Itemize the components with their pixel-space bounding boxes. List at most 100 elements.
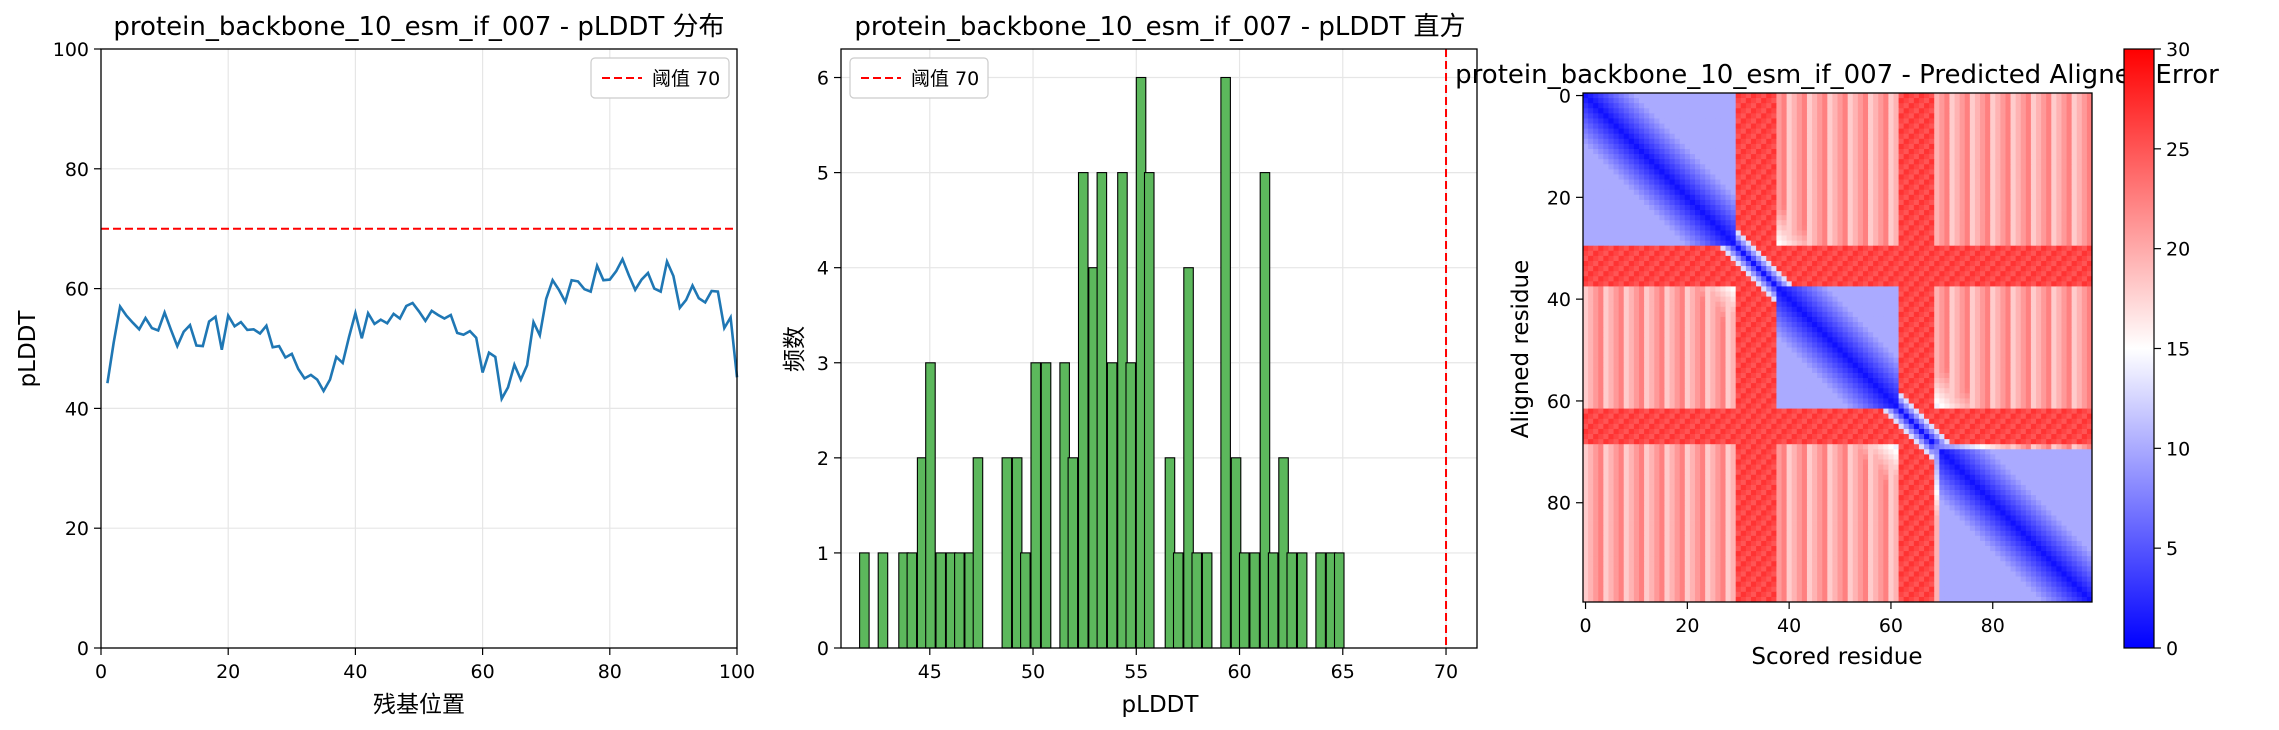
pae-heatmap-cell bbox=[2015, 98, 2022, 104]
pae-heatmap-cell bbox=[1974, 210, 1981, 216]
pae-heatmap-cell bbox=[2030, 322, 2037, 328]
pae-heatmap-cell bbox=[2071, 98, 2078, 104]
pae-heatmap-cell bbox=[1837, 194, 1843, 201]
pae-heatmap-cell bbox=[1689, 311, 1696, 318]
pae-heatmap-cell bbox=[1888, 316, 1894, 323]
pae-heatmap-cell bbox=[2036, 250, 2042, 257]
pae-heatmap-cell bbox=[1689, 301, 1696, 308]
pae-heatmap-cell bbox=[1842, 327, 1849, 333]
pae-heatmap-cell bbox=[1745, 311, 1752, 318]
pae-heatmap-cell bbox=[1842, 98, 1849, 104]
pae-heatmap-cell bbox=[2066, 189, 2073, 196]
pae-heatmap-cell bbox=[1852, 194, 1859, 201]
pae-heatmap-cell bbox=[1918, 93, 1925, 99]
pae-heatmap-cell bbox=[1654, 220, 1660, 226]
pae-heatmap-cell bbox=[1715, 133, 1721, 140]
pae-heatmap-cell bbox=[1842, 128, 1849, 135]
pae-heatmap-cell bbox=[1903, 225, 1910, 231]
pae-heatmap-cell bbox=[1964, 154, 1971, 160]
pae-heatmap-cell bbox=[1944, 179, 1950, 186]
pae-heatmap-cell bbox=[1720, 327, 1726, 333]
pae-heatmap-cell bbox=[1857, 108, 1864, 114]
pae-heatmap-cell bbox=[1638, 260, 1645, 267]
line-chart-x-tick-label: 0 bbox=[95, 661, 107, 683]
pae-heatmap-cell bbox=[1842, 276, 1849, 282]
pae-heatmap-cell bbox=[1735, 332, 1742, 338]
pae-heatmap-cell bbox=[1929, 103, 1935, 109]
pae-heatmap-cell bbox=[1593, 316, 1599, 323]
pae-heatmap-cell bbox=[1888, 286, 1894, 292]
pae-heatmap-cell bbox=[1878, 230, 1884, 236]
pae-heatmap-cell bbox=[1883, 255, 1889, 262]
pae-heatmap-cell bbox=[1791, 220, 1798, 226]
pae-heatmap-cell bbox=[1842, 225, 1849, 231]
pae-heatmap-cell bbox=[1659, 159, 1665, 165]
pae-heatmap-cell bbox=[2046, 113, 2052, 119]
pae-heatmap-cell bbox=[1862, 103, 1869, 109]
pae-heatmap-cell bbox=[1903, 220, 1910, 226]
pae-heatmap-cell bbox=[1659, 255, 1665, 262]
pae-heatmap-cell bbox=[1776, 286, 1782, 292]
pae-heatmap-cell bbox=[1756, 118, 1762, 124]
pae-heatmap-cell bbox=[1898, 128, 1905, 135]
pae-heatmap-cell bbox=[1756, 240, 1762, 247]
pae-heatmap-cell bbox=[1593, 113, 1599, 119]
pae-heatmap-cell bbox=[1944, 133, 1950, 140]
pae-heatmap-cell bbox=[2046, 210, 2052, 216]
pae-heatmap-cell bbox=[1750, 296, 1757, 303]
pae-heatmap-cell bbox=[1694, 281, 1701, 287]
pae-heatmap-cell bbox=[1832, 210, 1838, 216]
pae-heatmap-cell bbox=[1750, 332, 1757, 338]
pae-heatmap-cell bbox=[2015, 296, 2022, 303]
pae-heatmap-cell bbox=[2046, 189, 2052, 196]
pae-heatmap-cell bbox=[2005, 332, 2011, 338]
pae-heatmap-cell bbox=[1852, 179, 1859, 186]
pae-heatmap-cell bbox=[1710, 189, 1716, 196]
pae-heatmap-cell bbox=[1980, 332, 1986, 338]
pae-heatmap-cell bbox=[2030, 281, 2037, 287]
pae-heatmap-cell bbox=[1649, 245, 1655, 252]
pae-heatmap-cell bbox=[1649, 301, 1655, 308]
pae-heatmap-cell bbox=[1664, 296, 1670, 303]
pae-heatmap-cell bbox=[1786, 266, 1793, 272]
pae-heatmap-cell bbox=[1603, 93, 1609, 99]
pae-heatmap-cell bbox=[2061, 210, 2067, 216]
pae-heatmap-cell bbox=[2086, 327, 2093, 333]
pae-heatmap-cell bbox=[1827, 311, 1833, 318]
pae-heatmap-cell bbox=[2000, 271, 2006, 277]
pae-heatmap-cell bbox=[1868, 113, 1874, 119]
pae-heatmap-cell bbox=[2020, 220, 2027, 226]
pae-heatmap-cell bbox=[1679, 337, 1686, 343]
pae-heatmap-cell bbox=[1654, 184, 1660, 191]
pae-heatmap-cell bbox=[1852, 174, 1859, 180]
pae-heatmap-cell bbox=[1618, 118, 1625, 124]
pae-heatmap-cell bbox=[2030, 311, 2037, 318]
pae-heatmap-cell bbox=[1598, 296, 1604, 303]
pae-heatmap-cell bbox=[1918, 225, 1925, 231]
pae-heatmap-cell bbox=[2086, 98, 2093, 104]
pae-heatmap-cell bbox=[1873, 250, 1879, 257]
pae-heatmap-cell bbox=[1623, 291, 1630, 297]
pae-heatmap-cell bbox=[1679, 148, 1686, 155]
pae-heatmap-cell bbox=[1842, 179, 1849, 186]
pae-heatmap-cell bbox=[2041, 164, 2047, 170]
pae-heatmap-cell bbox=[1618, 194, 1625, 201]
histogram-bar bbox=[1296, 552, 1308, 649]
pae-heatmap-cell bbox=[1735, 98, 1742, 104]
pae-heatmap-cell bbox=[1796, 255, 1803, 262]
pae-heatmap-cell bbox=[1822, 327, 1828, 333]
pae-heatmap-cell bbox=[1832, 179, 1838, 186]
pae-heatmap-cell bbox=[1903, 286, 1910, 292]
pae-heatmap-cell bbox=[1603, 199, 1609, 206]
pae-heatmap-cell bbox=[2020, 194, 2027, 201]
pae-heatmap-cell bbox=[1654, 245, 1660, 252]
pae-heatmap-cell bbox=[1898, 159, 1905, 165]
pae-heatmap-cell bbox=[1832, 296, 1838, 303]
pae-heatmap-cell bbox=[1623, 199, 1630, 206]
pae-heatmap-cell bbox=[1771, 332, 1777, 338]
pae-heatmap-cell bbox=[1990, 189, 1996, 196]
pae-heatmap-cell bbox=[1638, 240, 1645, 247]
pae-heatmap-cell bbox=[2066, 138, 2073, 145]
pae-heatmap-cell bbox=[1745, 235, 1752, 242]
pae-heatmap-cell bbox=[1608, 159, 1614, 165]
